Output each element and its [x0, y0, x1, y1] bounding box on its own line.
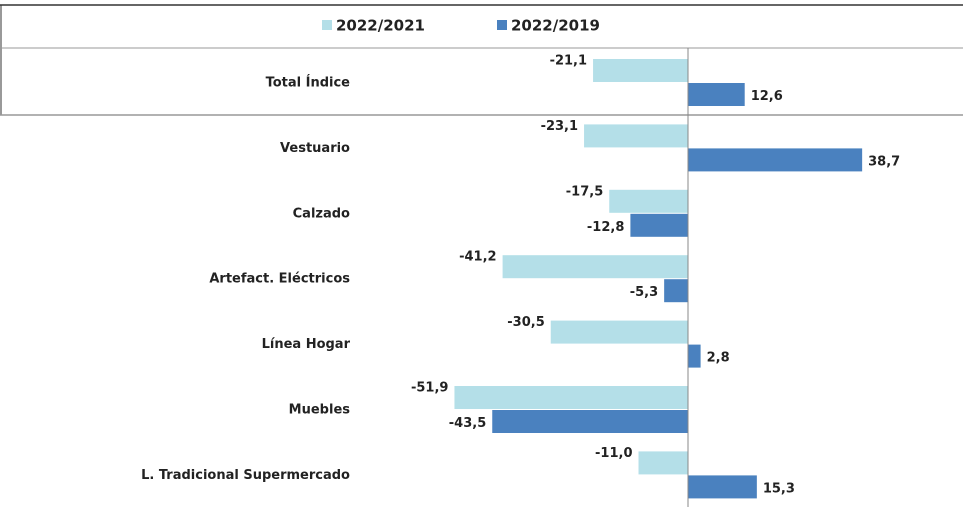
value-label: -12,8 [587, 220, 624, 235]
value-label: -21,1 [550, 54, 587, 69]
bar [688, 344, 701, 368]
category-label: Artefact. Eléctricos [209, 272, 350, 287]
category-label: L. Tradicional Supermercado [141, 468, 350, 483]
bar [609, 189, 688, 213]
value-label: -5,3 [630, 285, 658, 300]
bar [502, 255, 688, 279]
legend-swatch [322, 20, 332, 30]
value-label: 2,8 [707, 351, 730, 366]
category-label: Vestuario [280, 141, 350, 156]
bar [688, 83, 745, 106]
value-label: -43,5 [449, 416, 486, 431]
value-label: -30,5 [507, 315, 544, 330]
legend-label: 2022/2019 [511, 17, 600, 35]
value-label: 38,7 [868, 154, 900, 169]
legend: 2022/2021 2022/2019 [322, 17, 600, 35]
value-label: -41,2 [459, 250, 496, 265]
value-label: -11,0 [595, 446, 632, 461]
bar [688, 475, 757, 499]
category-label: Calzado [293, 206, 350, 221]
bar [492, 410, 688, 433]
bar [638, 451, 688, 475]
value-label: 12,6 [751, 89, 783, 104]
value-label: -51,9 [411, 381, 448, 396]
bar [454, 386, 688, 409]
value-label: -23,1 [541, 119, 578, 134]
value-label: 15,3 [763, 481, 795, 496]
bar [550, 320, 688, 344]
category-label: Línea Hogar [262, 337, 351, 352]
category-label: Total Índice [266, 75, 351, 91]
value-label: -17,5 [566, 184, 603, 199]
legend-label: 2022/2021 [336, 17, 425, 35]
bar [688, 148, 863, 172]
bar [630, 213, 688, 237]
bar [664, 279, 688, 303]
category-label: Muebles [289, 403, 351, 418]
bar [593, 59, 688, 82]
bar [584, 124, 688, 148]
legend-swatch [497, 20, 507, 30]
